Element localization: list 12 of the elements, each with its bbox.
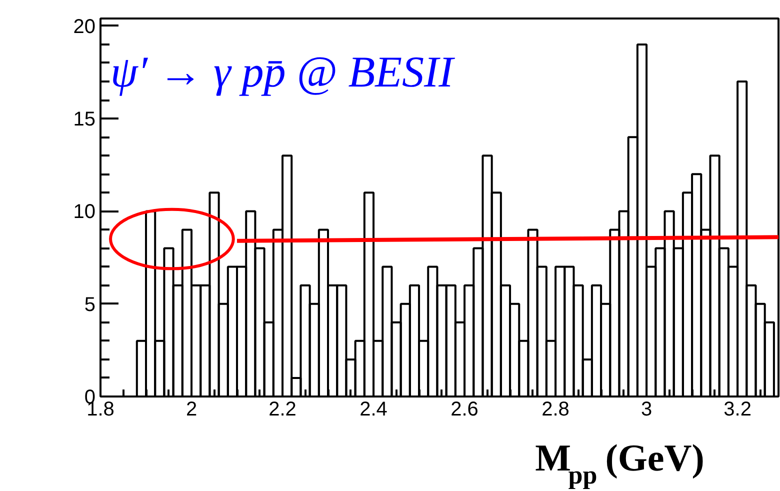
x-tick-label: 3.2: [724, 398, 752, 420]
y-tick-label: 20: [73, 16, 96, 38]
y-tick-label: 15: [73, 108, 96, 131]
x-tick-label: 2.6: [450, 398, 478, 420]
x-tick-label: 2.2: [268, 398, 296, 420]
x-tick-label: 2.8: [542, 398, 570, 420]
x-tick-label: 3: [640, 398, 652, 420]
x-tick-label: 2.4: [360, 398, 388, 420]
x-tick-label: 2: [186, 398, 198, 420]
y-tick-label: 10: [73, 201, 96, 224]
text: ψ′ → γ pp̄ @ BESII: [110, 48, 456, 96]
y-tick-label: 5: [84, 294, 96, 316]
